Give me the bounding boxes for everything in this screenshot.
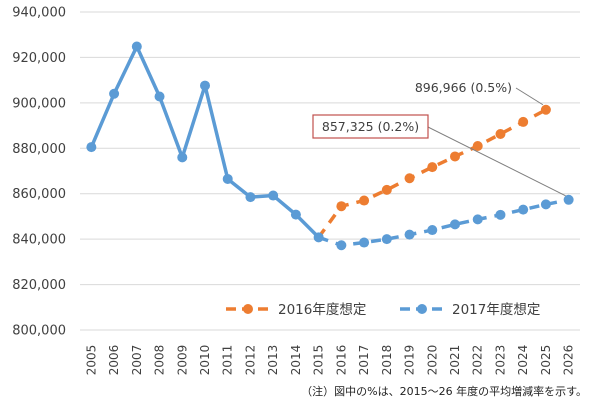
annotations: 896,966 (0.5%) 857,325 (0.2%) (312, 80, 566, 197)
annotation-leader-2016 (515, 87, 544, 106)
data-point-2016 (381, 184, 392, 195)
y-tick-label: 860,000 (12, 187, 66, 202)
data-point-2017 (245, 192, 256, 203)
x-tick-label: 2013 (266, 345, 280, 376)
data-point-2017 (540, 199, 551, 210)
footnote: （注）図中の%は、2015～26 年度の平均増減率を示す。 (301, 385, 587, 398)
x-tick-label: 2023 (493, 345, 507, 376)
data-point-2016 (450, 151, 460, 162)
series-line-2016-dashed (317, 108, 547, 239)
y-tick-label: 820,000 (12, 278, 66, 293)
x-tick-label: 2017 (357, 345, 371, 376)
x-tick-label: 2012 (243, 345, 257, 376)
annotation-leader-2017 (427, 126, 566, 197)
x-tick-label: 2008 (153, 345, 167, 376)
x-tick-label: 2005 (84, 345, 98, 376)
x-tick-label: 2022 (471, 345, 485, 376)
data-point-2016 (336, 201, 347, 212)
x-tick-label: 2016 (334, 345, 348, 376)
data-point-2017 (381, 234, 392, 245)
data-point-2017 (290, 209, 301, 220)
y-tick-label: 940,000 (12, 6, 66, 21)
annotation-box-2017 (312, 114, 429, 139)
data-point-2017 (336, 240, 347, 251)
data-point-2016 (472, 141, 483, 152)
y-axis-tick-labels: 800,000 820,000 840,000 860,000 880,000 900,0… (12, 6, 66, 339)
y-tick-label: 800,000 (12, 324, 66, 339)
y-tick-label: 900,000 (12, 96, 66, 111)
y-tick-label: 920,000 (12, 51, 66, 66)
data-point-2017 (518, 204, 529, 215)
data-point-2016 (359, 195, 370, 206)
data-point-2017 (268, 190, 279, 201)
data-point-2017 (427, 225, 438, 236)
x-tick-label: 2024 (516, 345, 530, 376)
data-point-2017 (86, 142, 97, 153)
data-point-2017 (404, 229, 415, 240)
x-tick-label: 2018 (380, 345, 394, 376)
legend-marker (417, 304, 427, 314)
legend: 2016年度想定 2017年度想定 (226, 302, 540, 318)
x-tick-label: 2010 (198, 345, 212, 376)
data-point-2016 (540, 104, 551, 115)
x-tick-label: 2020 (425, 345, 439, 376)
x-tick-label: 2014 (289, 345, 303, 376)
x-tick-label: 2009 (175, 345, 189, 376)
data-point-2017 (177, 152, 188, 163)
data-point-2017 (131, 41, 142, 52)
data-point-2017 (472, 214, 483, 225)
x-tick-label: 2006 (107, 345, 121, 376)
series-line-2017-dashed (318, 198, 569, 248)
data-point-2017 (313, 232, 324, 243)
y-tick-label: 840,000 (12, 233, 66, 248)
x-tick-label: 2019 (403, 345, 417, 376)
data-point-2017 (200, 80, 210, 91)
data-point-2017 (154, 91, 165, 102)
data-point-2016 (518, 116, 529, 127)
data-point-2017 (450, 219, 460, 230)
x-tick-label: 2007 (130, 345, 144, 376)
data-point-2017 (563, 194, 574, 205)
series-lines (86, 41, 574, 251)
legend-marker (243, 304, 253, 314)
y-tick-label: 880,000 (12, 142, 66, 157)
x-tick-label: 2026 (562, 345, 576, 376)
legend-label: 2017年度想定 (452, 302, 540, 318)
annotation-2016-value: 896,966 (0.5%) (415, 80, 512, 95)
legend-label: 2016年度想定 (278, 302, 366, 318)
data-point-2017 (495, 209, 506, 220)
data-point-2017 (222, 173, 233, 184)
data-point-2016 (495, 128, 506, 139)
annotation-2017-value: 857,325 (0.2%) (322, 119, 419, 134)
data-point-2016 (427, 162, 438, 173)
x-tick-label: 2025 (539, 345, 553, 376)
x-tick-label: 2021 (448, 345, 462, 376)
data-point-2016 (404, 173, 415, 184)
gridlines (80, 11, 580, 331)
x-tick-label: 2015 (312, 345, 326, 376)
series-line-2017-solid (89, 44, 320, 239)
data-point-2017 (109, 88, 120, 99)
x-axis-tick-labels: 2005 2006 2007 2008 2009 2010 2011 2012 2013 2014… (84, 345, 575, 376)
x-tick-label: 2011 (221, 345, 235, 376)
data-point-2017 (359, 237, 370, 248)
